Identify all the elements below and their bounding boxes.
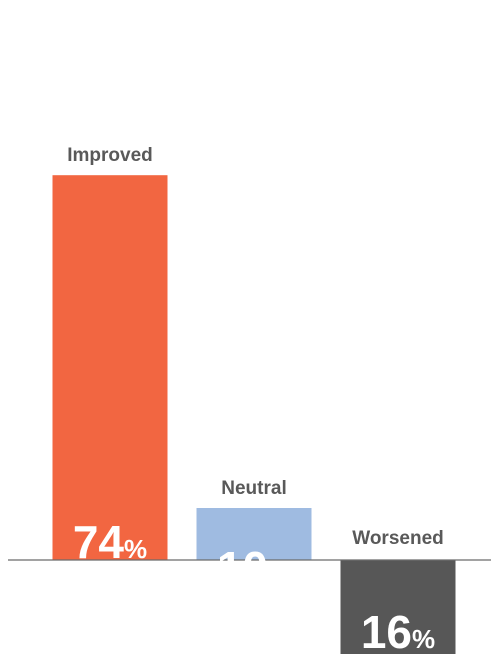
data-label-neutral: 10%	[217, 542, 291, 594]
data-label-value-worsened: 16	[361, 606, 412, 654]
bar-improved	[52, 175, 168, 560]
data-label-suffix-neutral: %	[268, 560, 291, 590]
data-label-suffix-improved: %	[124, 534, 147, 564]
bars-group	[52, 175, 456, 654]
data-label-suffix-worsened: %	[412, 624, 435, 654]
category-label-worsened: Worsened	[352, 528, 444, 549]
data-label-improved: 74%	[73, 516, 147, 568]
data-label-value-neutral: 10	[217, 542, 268, 594]
bar-worsened	[340, 560, 456, 654]
labels-group: Improved 74% Neutral 10% Worsened 16%	[67, 145, 444, 654]
bar-neutral	[196, 508, 312, 560]
category-label-improved: Improved	[67, 145, 153, 166]
category-label-neutral: Neutral	[221, 478, 286, 499]
data-label-worsened: 16%	[361, 606, 435, 654]
data-label-value-improved: 74	[73, 516, 125, 568]
